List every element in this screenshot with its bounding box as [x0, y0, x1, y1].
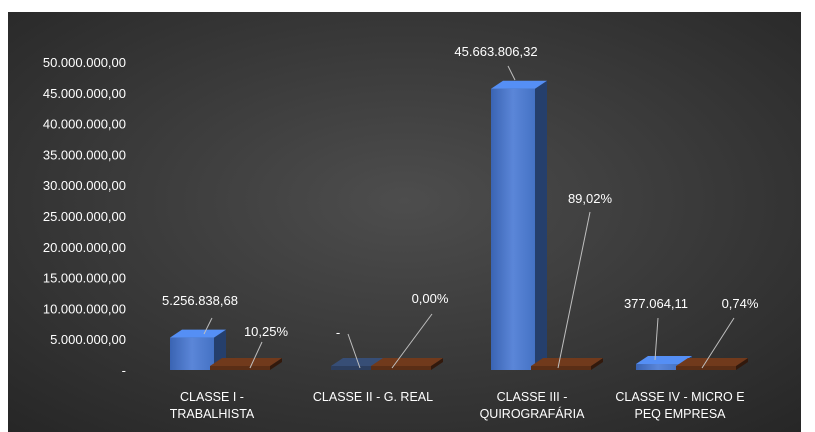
x-tick-label: CLASSE I -TRABALHISTA	[170, 390, 255, 421]
percent-label: 89,02%	[568, 191, 613, 206]
value-label-leader	[507, 65, 516, 81]
x-tick-label: CLASSE II - G. REAL	[313, 390, 433, 404]
data-labels: 5.256.838,68 - 45.663.806,32 377.064,11 10,2…	[162, 44, 759, 369]
value-label: -	[336, 325, 340, 340]
y-tick-label: 40.000.000,00	[43, 117, 126, 132]
value-label: 377.064,11	[624, 296, 688, 311]
bars	[170, 80, 748, 371]
value-label-leader	[203, 317, 213, 335]
percent-label-leader	[557, 211, 591, 369]
x-axis: CLASSE I -TRABALHISTA CLASSE II - G. REAL…	[170, 390, 745, 421]
bar-percent	[531, 358, 603, 370]
y-tick-label: 45.000.000,00	[43, 86, 126, 101]
value-label-leader	[654, 317, 659, 361]
value-label: 5.256.838,68	[162, 293, 238, 308]
y-tick-label: 35.000.000,00	[43, 147, 126, 162]
value-label-leader	[347, 333, 361, 369]
y-tick-label: 25.000.000,00	[43, 209, 126, 224]
y-tick-label: 30.000.000,00	[43, 178, 126, 193]
x-tick-label: CLASSE III -QUIROGRAFÁRIA	[480, 390, 586, 421]
x-tick-label: CLASSE IV - MICRO E PEQ EMPRESA	[615, 390, 744, 421]
percent-label: 0,74%	[722, 296, 759, 311]
percent-label: 0,00%	[412, 291, 449, 306]
y-tick-label: 15.000.000,00	[43, 271, 126, 286]
y-axis: - 5.000.000,00 10.000.000,00 15.000.000,00 2…	[43, 55, 126, 378]
y-tick-label: 10.000.000,00	[43, 301, 126, 316]
bar-value	[491, 80, 547, 371]
percent-label-leader	[701, 317, 735, 369]
bar-percent	[676, 358, 748, 370]
y-tick-label: 20.000.000,00	[43, 240, 126, 255]
y-tick-label: 5.000.000,00	[50, 332, 126, 347]
bar-percent	[210, 358, 282, 370]
value-label: 45.663.806,32	[454, 44, 537, 59]
percent-label-leader	[391, 313, 433, 369]
percent-label: 10,25%	[244, 324, 289, 339]
y-tick-label: 50.000.000,00	[43, 55, 126, 70]
y-tick-label: -	[122, 363, 126, 378]
percent-label-leader	[249, 341, 263, 369]
bar-percent	[371, 358, 443, 370]
